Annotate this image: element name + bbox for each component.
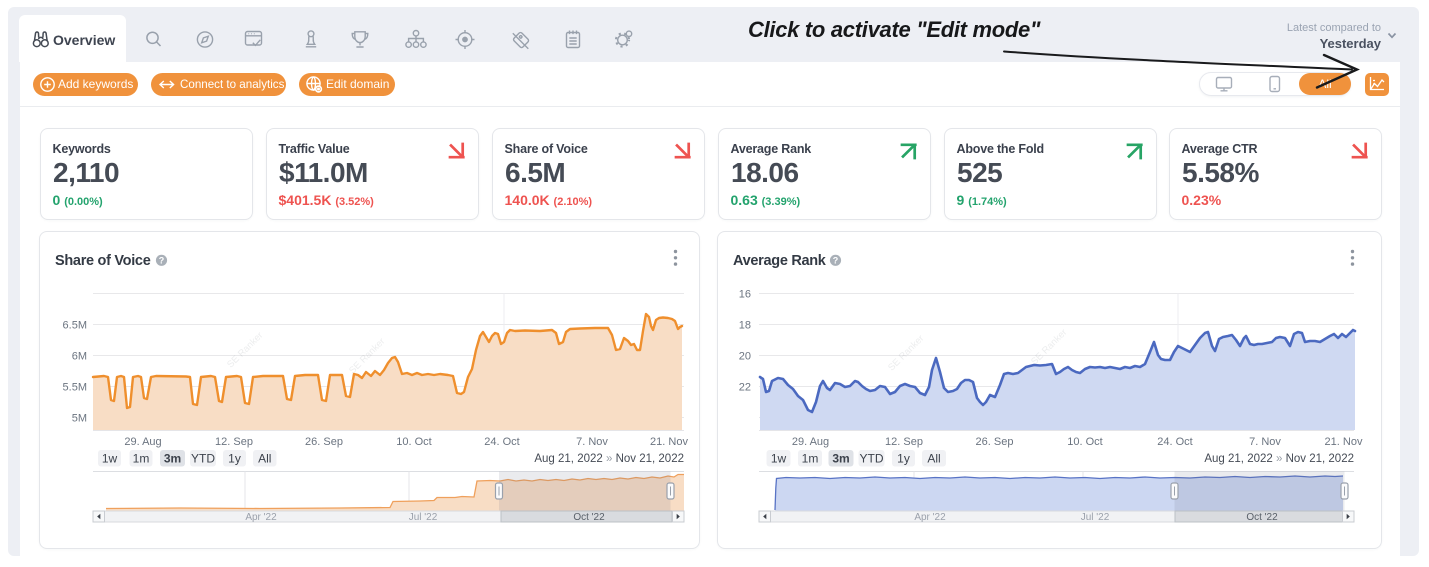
svg-text:1m: 1m <box>802 451 819 465</box>
svg-text:26. Sep: 26. Sep <box>305 436 343 448</box>
svg-text:1w: 1w <box>102 451 118 465</box>
svg-text:6M: 6M <box>72 350 87 362</box>
svg-text:Jul '22: Jul '22 <box>1081 512 1110 523</box>
svg-text:Oct '22: Oct '22 <box>1246 512 1278 523</box>
svg-text:29. Aug: 29. Aug <box>124 436 161 448</box>
svg-text:12. Sep: 12. Sep <box>215 436 253 448</box>
svg-text:16: 16 <box>739 288 751 300</box>
svg-text:18: 18 <box>739 319 751 331</box>
svg-text:24. Oct: 24. Oct <box>484 436 519 448</box>
svg-text:20: 20 <box>739 350 751 362</box>
svg-text:3m: 3m <box>164 451 181 465</box>
svg-text:Aug 21, 2022 » Nov 21, 2022: Aug 21, 2022 » Nov 21, 2022 <box>1204 453 1354 465</box>
svg-text:SE Ranker: SE Ranker <box>1029 327 1069 367</box>
svg-text:Jul '22: Jul '22 <box>409 512 438 523</box>
svg-text:Apr '22: Apr '22 <box>914 512 946 523</box>
svg-text:SE Ranker: SE Ranker <box>347 336 387 376</box>
svg-text:1w: 1w <box>771 451 787 465</box>
svg-text:Aug 21, 2022 » Nov 21, 2022: Aug 21, 2022 » Nov 21, 2022 <box>534 453 684 465</box>
svg-text:10. Oct: 10. Oct <box>1067 436 1102 448</box>
svg-text:All: All <box>258 451 271 465</box>
svg-text:SE Ranker: SE Ranker <box>886 333 926 373</box>
svg-text:3m: 3m <box>832 451 849 465</box>
svg-text:6.5M: 6.5M <box>63 319 87 331</box>
svg-text:5M: 5M <box>72 412 87 424</box>
svg-text:SE Ranker: SE Ranker <box>225 330 265 370</box>
svg-text:21. Nov: 21. Nov <box>1325 436 1363 448</box>
svg-text:YTD: YTD <box>860 451 884 465</box>
svg-text:All: All <box>927 451 940 465</box>
svg-text:Oct '22: Oct '22 <box>573 512 605 523</box>
svg-text:?: ? <box>833 256 839 266</box>
svg-text:?: ? <box>159 256 165 266</box>
svg-text:12. Sep: 12. Sep <box>885 436 923 448</box>
svg-text:21. Nov: 21. Nov <box>650 436 688 448</box>
svg-text:24. Oct: 24. Oct <box>1157 436 1192 448</box>
svg-text:29. Aug: 29. Aug <box>792 436 829 448</box>
svg-text:1m: 1m <box>133 451 150 465</box>
svg-text:5.5M: 5.5M <box>63 381 87 393</box>
svg-text:7. Nov: 7. Nov <box>1249 436 1281 448</box>
svg-text:1y: 1y <box>228 451 241 465</box>
svg-text:10. Oct: 10. Oct <box>396 436 431 448</box>
svg-text:26. Sep: 26. Sep <box>976 436 1014 448</box>
svg-text:22: 22 <box>739 381 751 393</box>
svg-text:Apr '22: Apr '22 <box>245 512 277 523</box>
svg-text:YTD: YTD <box>191 451 215 465</box>
svg-text:1y: 1y <box>897 451 910 465</box>
svg-text:7. Nov: 7. Nov <box>576 436 608 448</box>
